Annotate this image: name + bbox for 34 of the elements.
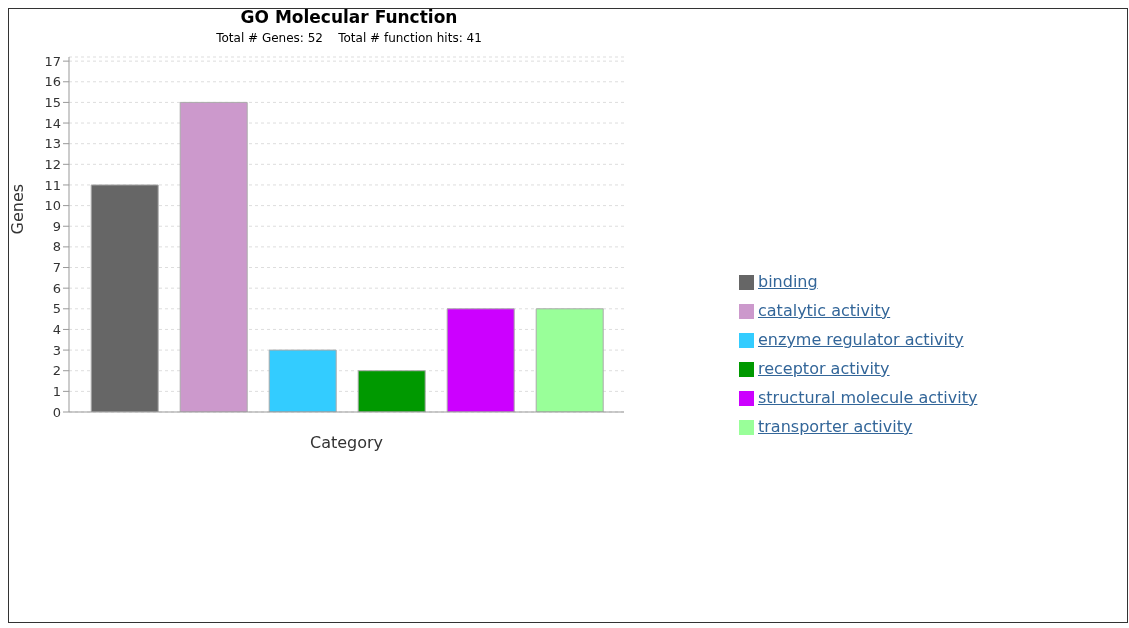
y-tick-label: 12 [44, 156, 61, 172]
y-tick-label: 11 [44, 177, 61, 193]
y-tick-label: 13 [44, 136, 61, 152]
legend-label: binding [758, 272, 818, 291]
y-tick-label: 7 [52, 260, 61, 276]
bar [268, 349, 337, 412]
y-tick-label: 5 [52, 301, 61, 317]
y-tick-label: 16 [44, 74, 61, 90]
y-tick-label: 4 [52, 322, 61, 338]
bar [535, 308, 604, 412]
x-axis-title: Category [309, 433, 384, 452]
y-tick-label: 6 [52, 280, 61, 296]
chart-title: GO Molecular Function [239, 7, 459, 27]
y-tick-label: 9 [52, 218, 61, 234]
y-tick-label: 17 [44, 53, 61, 69]
bar [357, 370, 426, 412]
y-axis-title: Genes [7, 183, 27, 235]
bar [446, 308, 515, 412]
y-tick-label: 3 [52, 342, 61, 358]
y-tick-label: 8 [52, 239, 61, 255]
legend-label: structural molecule activity [758, 388, 978, 407]
y-tick-label: 0 [52, 404, 61, 420]
legend-label: receptor activity [758, 359, 890, 378]
legend-label: enzyme regulator activity [758, 330, 964, 349]
y-tick-label: 15 [44, 95, 61, 111]
y-tick-label: 2 [52, 363, 61, 379]
y-tick-label: 10 [44, 198, 61, 214]
bar [90, 184, 159, 412]
legend-label: catalytic activity [758, 301, 891, 320]
y-tick-label: 14 [44, 115, 61, 131]
chart-subtitle: Total # Genes: 52 Total # function hits: 41 [215, 31, 483, 45]
legend-label: transporter activity [758, 417, 913, 436]
bar [179, 101, 248, 412]
y-tick-label: 1 [52, 383, 61, 399]
